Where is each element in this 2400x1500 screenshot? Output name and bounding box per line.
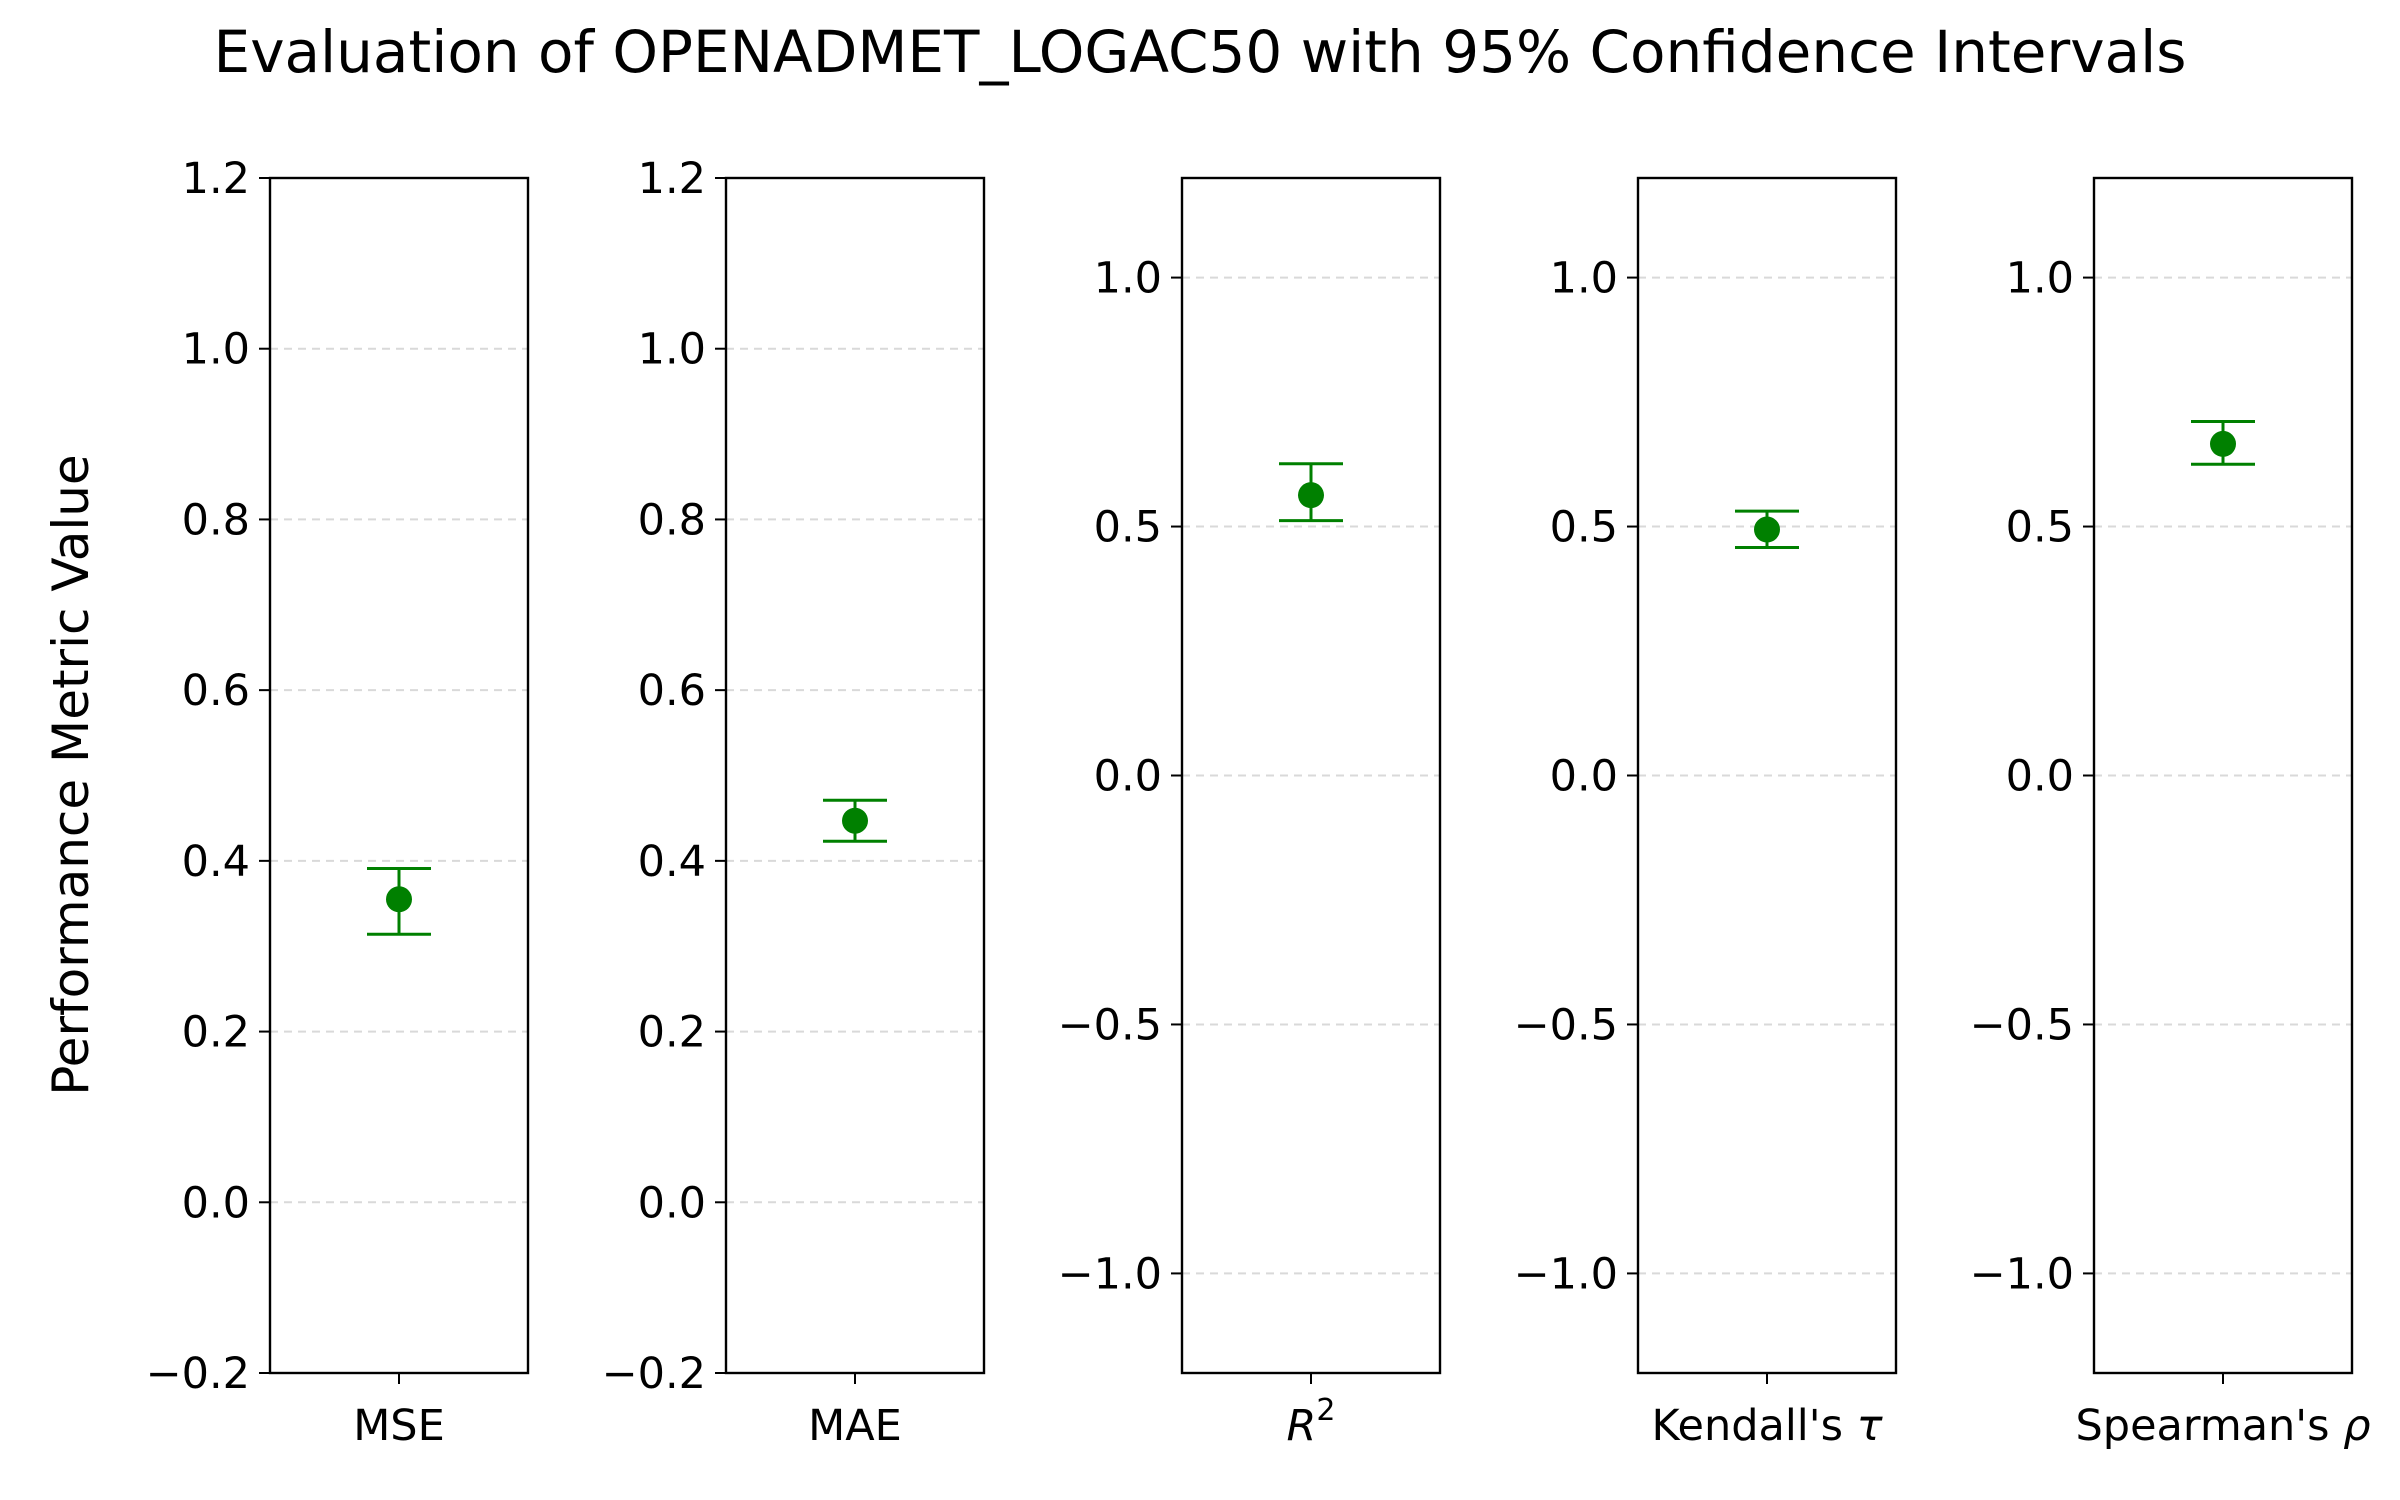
- chart-title: Evaluation of OPENADMET_LOGAC50 with 95%…: [214, 18, 2187, 86]
- x-tick-label-symbol: τ: [1857, 1401, 1884, 1451]
- y-tick-label: 1.0: [2006, 254, 2074, 304]
- x-tick-label: Spearman's ρ: [2076, 1401, 2371, 1451]
- data-point: [386, 886, 412, 913]
- data-point: [1298, 482, 1324, 509]
- y-tick-label: 1.2: [638, 154, 706, 204]
- y-tick-label: −0.5: [1514, 1000, 1618, 1050]
- y-tick-label: −0.5: [1970, 1000, 2074, 1050]
- axes-frame: [268, 176, 530, 1375]
- x-tick-label-text: R: [1287, 1401, 1317, 1451]
- y-tick-label: 1.0: [182, 325, 250, 375]
- y-tick-label: 1.0: [1550, 254, 1618, 304]
- y-tick-label: 0.5: [2006, 503, 2074, 553]
- y-tick-label: 0.5: [1094, 503, 1162, 553]
- y-tick-label: 0.0: [182, 1178, 250, 1228]
- panel-1: −0.2 0.0 0.2 0.4 0.6 0.8 1.0 1.2 MSE: [146, 154, 530, 1451]
- y-tick-label: 0.8: [638, 495, 706, 545]
- y-axis-label: Performance Metric Value: [42, 454, 100, 1095]
- x-tick-label: R2: [1287, 1393, 1336, 1451]
- data-point: [842, 807, 868, 834]
- y-tick-label: 0.2: [638, 1008, 706, 1058]
- data-point: [2210, 430, 2236, 457]
- x-tick-label: MSE: [353, 1401, 445, 1451]
- panels: −0.2 0.0 0.2 0.4 0.6 0.8 1.0 1.2 MSE −0.2 0.0 0.2 0.…: [146, 154, 2371, 1451]
- y-tick-label: 0.2: [182, 1008, 250, 1058]
- y-tick-label: 0.0: [2006, 752, 2074, 802]
- y-tick-label: −1.0: [1058, 1249, 1162, 1299]
- panel-2: −0.2 0.0 0.2 0.4 0.6 0.8 1.0 1.2 MAE: [602, 154, 986, 1451]
- data-point: [1754, 516, 1780, 543]
- y-tick-label: −1.0: [1514, 1249, 1618, 1299]
- x-tick-label: MAE: [808, 1401, 902, 1451]
- y-tick-label: −1.0: [1970, 1249, 2074, 1299]
- y-tick-label: 1.2: [182, 154, 250, 204]
- y-tick-label: −0.2: [146, 1349, 250, 1399]
- y-tick-label: 1.0: [638, 325, 706, 375]
- axes-frame: [724, 176, 986, 1375]
- panel-4: −1.0 −0.5 0.0 0.5 1.0 Kendall's τ: [1514, 176, 1898, 1451]
- x-tick-label: Kendall's τ: [1651, 1401, 1883, 1451]
- y-tick-label: 0.0: [1094, 752, 1162, 802]
- panel-5: −1.0 −0.5 0.0 0.5 1.0 Spearman's ρ: [1970, 176, 2371, 1451]
- y-tick-label: 0.4: [182, 837, 250, 887]
- y-tick-label: 0.6: [182, 666, 250, 716]
- y-tick-label: −0.2: [602, 1349, 706, 1399]
- x-tick-label-text: Spearman's: [2076, 1401, 2344, 1451]
- y-tick-label: 0.0: [1550, 752, 1618, 802]
- y-tick-label: 1.0: [1094, 254, 1162, 304]
- panel-3: −1.0 −0.5 0.0 0.5 1.0 R2: [1058, 176, 1442, 1451]
- x-tick-label-symbol: ρ: [2343, 1401, 2370, 1451]
- y-tick-label: −0.5: [1058, 1000, 1162, 1050]
- x-tick-label-text: Kendall's: [1651, 1401, 1856, 1451]
- y-tick-label: 0.6: [638, 666, 706, 716]
- y-tick-label: 0.5: [1550, 503, 1618, 553]
- y-tick-label: 0.4: [638, 837, 706, 887]
- y-tick-label: 0.0: [638, 1178, 706, 1228]
- y-tick-label: 0.8: [182, 495, 250, 545]
- x-tick-label-superscript: 2: [1316, 1393, 1335, 1428]
